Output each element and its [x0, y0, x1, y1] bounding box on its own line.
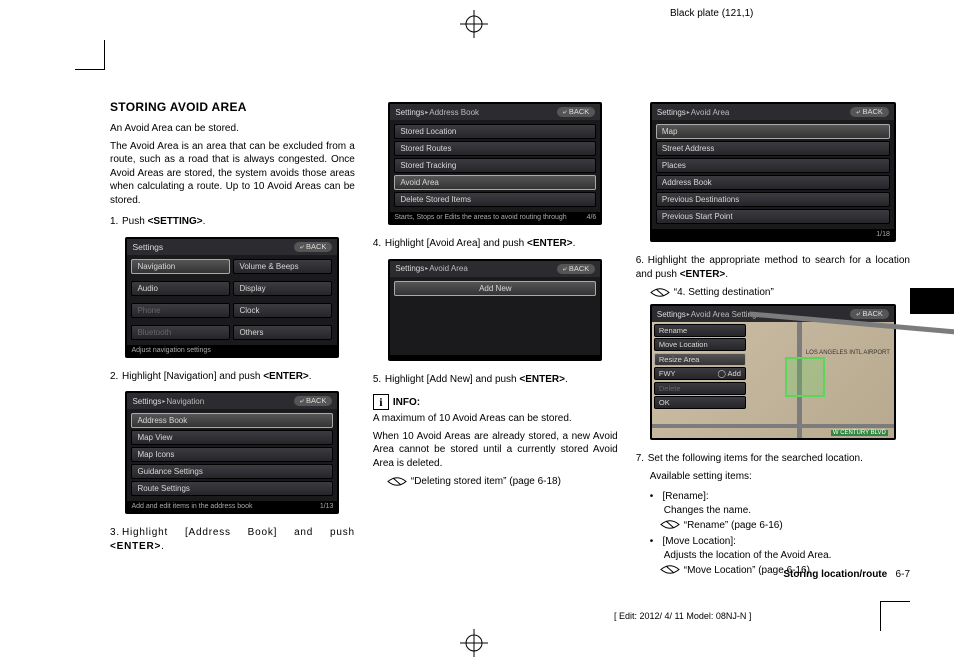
reference-icon [660, 564, 680, 575]
intro-text: An Avoid Area can be stored. [110, 122, 355, 136]
page-indicator: 1/13 [320, 503, 334, 510]
menu-item[interactable]: Street Address [656, 141, 890, 156]
back-button[interactable]: ⤶ BACK [850, 309, 889, 319]
step-7: 7.Set the following items for the search… [636, 452, 910, 466]
screenshot-avoid-area-methods: Settings▸Avoid Area ⤶ BACK Map Street Add… [650, 102, 896, 242]
page-indicator: 1/18 [876, 231, 890, 238]
screen-hint: Starts, Stops or Edits the areas to avoi… [394, 214, 566, 221]
menu-item[interactable]: Others [233, 325, 332, 340]
breadcrumb: Settings▸Avoid Area Settings [657, 310, 761, 319]
thumb-tab [910, 288, 954, 314]
page-body: STORING AVOID AREA An Avoid Area can be … [110, 100, 910, 580]
menu-item[interactable]: Resize Area [654, 353, 746, 366]
menu-item[interactable]: Display [233, 281, 332, 296]
menu-item[interactable]: Previous Start Point [656, 209, 890, 224]
screen-hint: Adjust navigation settings [131, 347, 210, 354]
screenshot-address-book: Settings▸Address Book ⤶ BACK Stored Locat… [388, 102, 602, 225]
print-meta-top: Black plate (121,1) [670, 8, 753, 19]
menu-item[interactable]: Move Location [654, 338, 746, 351]
page-indicator: 4/6 [587, 214, 597, 221]
back-button[interactable]: ⤶ BACK [294, 242, 333, 252]
cross-reference: “4. Setting destination” [650, 287, 910, 298]
setting-item-rename: [Rename]: Changes the name. “Rename” (pa… [650, 490, 910, 532]
menu-item: Delete [654, 382, 746, 395]
step-4: 4.Highlight [Avoid Area] and push <ENTER… [373, 237, 618, 251]
screenshot-navigation: Settings▸Navigation ⤶ BACK Address Book M… [125, 391, 339, 514]
step-5: 5.Highlight [Add New] and push <ENTER>. [373, 373, 618, 387]
info-icon: i [373, 394, 389, 410]
menu-item[interactable]: Avoid Area [394, 175, 596, 190]
menu-item[interactable]: Rename [654, 324, 746, 337]
side-panel: Rename Move Location Resize Area FWY◯ Ad… [654, 322, 746, 411]
info-heading: i INFO: [373, 394, 618, 410]
available-label: Available setting items: [650, 470, 910, 484]
print-meta-bottom: [ Edit: 2012/ 4/ 11 Model: 08NJ-N ] [614, 611, 751, 621]
menu-item[interactable]: Audio [131, 281, 230, 296]
intro-text: The Avoid Area is an area that can be ex… [110, 140, 355, 208]
registration-mark-icon [460, 629, 488, 657]
menu-item: Bluetooth [131, 325, 230, 340]
menu-item[interactable]: OK [654, 396, 746, 409]
breadcrumb: Settings▸Avoid Area [395, 264, 467, 273]
reference-icon [650, 287, 670, 298]
breadcrumb: Settings▸Avoid Area [657, 108, 729, 117]
crop-mark [880, 601, 910, 631]
page-footer: Storing location/route 6-7 [783, 569, 910, 580]
menu-item[interactable]: Guidance Settings [131, 464, 333, 479]
menu-item[interactable]: Previous Destinations [656, 192, 890, 207]
menu-item[interactable]: Map View [131, 430, 333, 445]
info-text: A maximum of 10 Avoid Areas can be store… [373, 412, 618, 426]
menu-item[interactable]: Stored Tracking [394, 158, 596, 173]
column-1: STORING AVOID AREA An Avoid Area can be … [110, 100, 355, 580]
column-3: Settings▸Avoid Area ⤶ BACK Map Street Add… [636, 100, 910, 580]
menu-item[interactable]: Address Book [656, 175, 890, 190]
menu-item[interactable]: FWY◯ Add [654, 367, 746, 380]
column-2: Settings▸Address Book ⤶ BACK Stored Locat… [373, 100, 618, 580]
menu-item[interactable]: Volume & Beeps [233, 259, 332, 274]
breadcrumb: Settings▸Address Book [395, 108, 479, 117]
map-label: LOS ANGELES INTL AIRPORT [806, 350, 890, 356]
reference-icon [660, 519, 680, 530]
back-button[interactable]: ⤶ BACK [294, 396, 333, 406]
screenshot-avoid-area-settings: Settings▸Avoid Area Settings ⤶ BACK LOS A… [650, 304, 896, 440]
avoid-area-box [785, 357, 825, 397]
cross-reference: “Deleting stored item” (page 6-18) [387, 476, 618, 487]
menu-item[interactable]: Clock [233, 303, 332, 318]
menu-item[interactable]: Stored Routes [394, 141, 596, 156]
menu-item[interactable]: Map [656, 124, 890, 139]
screenshot-avoid-area: Settings▸Avoid Area ⤶ BACK Add New [388, 259, 602, 361]
menu-item[interactable]: Places [656, 158, 890, 173]
step-6: 6.Highlight the appropriate method to se… [636, 254, 910, 281]
screenshot-settings: Settings ⤶ BACK Navigation Volume & Beeps… [125, 237, 339, 358]
menu-item[interactable]: Route Settings [131, 481, 333, 496]
reference-icon [387, 476, 407, 487]
menu-item[interactable]: Map Icons [131, 447, 333, 462]
back-button[interactable]: ⤶ BACK [557, 107, 596, 117]
menu-item[interactable]: Add New [394, 281, 596, 296]
menu-item[interactable]: Delete Stored Items [394, 192, 596, 207]
menu-item: Phone [131, 303, 230, 318]
back-button[interactable]: ⤶ BACK [557, 264, 596, 274]
section-heading: STORING AVOID AREA [110, 100, 355, 114]
step-1: 1.Push <SETTING>. [110, 215, 355, 229]
menu-item[interactable]: Address Book [131, 413, 333, 428]
step-2: 2.Highlight [Navigation] and push <ENTER… [110, 370, 355, 384]
breadcrumb: Settings▸Navigation [132, 397, 204, 406]
menu-item[interactable]: Stored Location [394, 124, 596, 139]
menu-item[interactable]: Navigation [131, 259, 230, 274]
back-button[interactable]: ⤶ BACK [850, 107, 889, 117]
step-3: 3.Highlight [Address Book] and push <ENT… [110, 526, 355, 553]
info-text: When 10 Avoid Areas are already stored, … [373, 430, 618, 471]
map-label: W CENTURY BLVD [831, 430, 888, 436]
registration-mark-icon [460, 10, 488, 38]
crop-mark [75, 40, 105, 70]
screen-hint: Add and edit items in the address book [131, 503, 252, 510]
screen-title: Settings [132, 242, 163, 252]
